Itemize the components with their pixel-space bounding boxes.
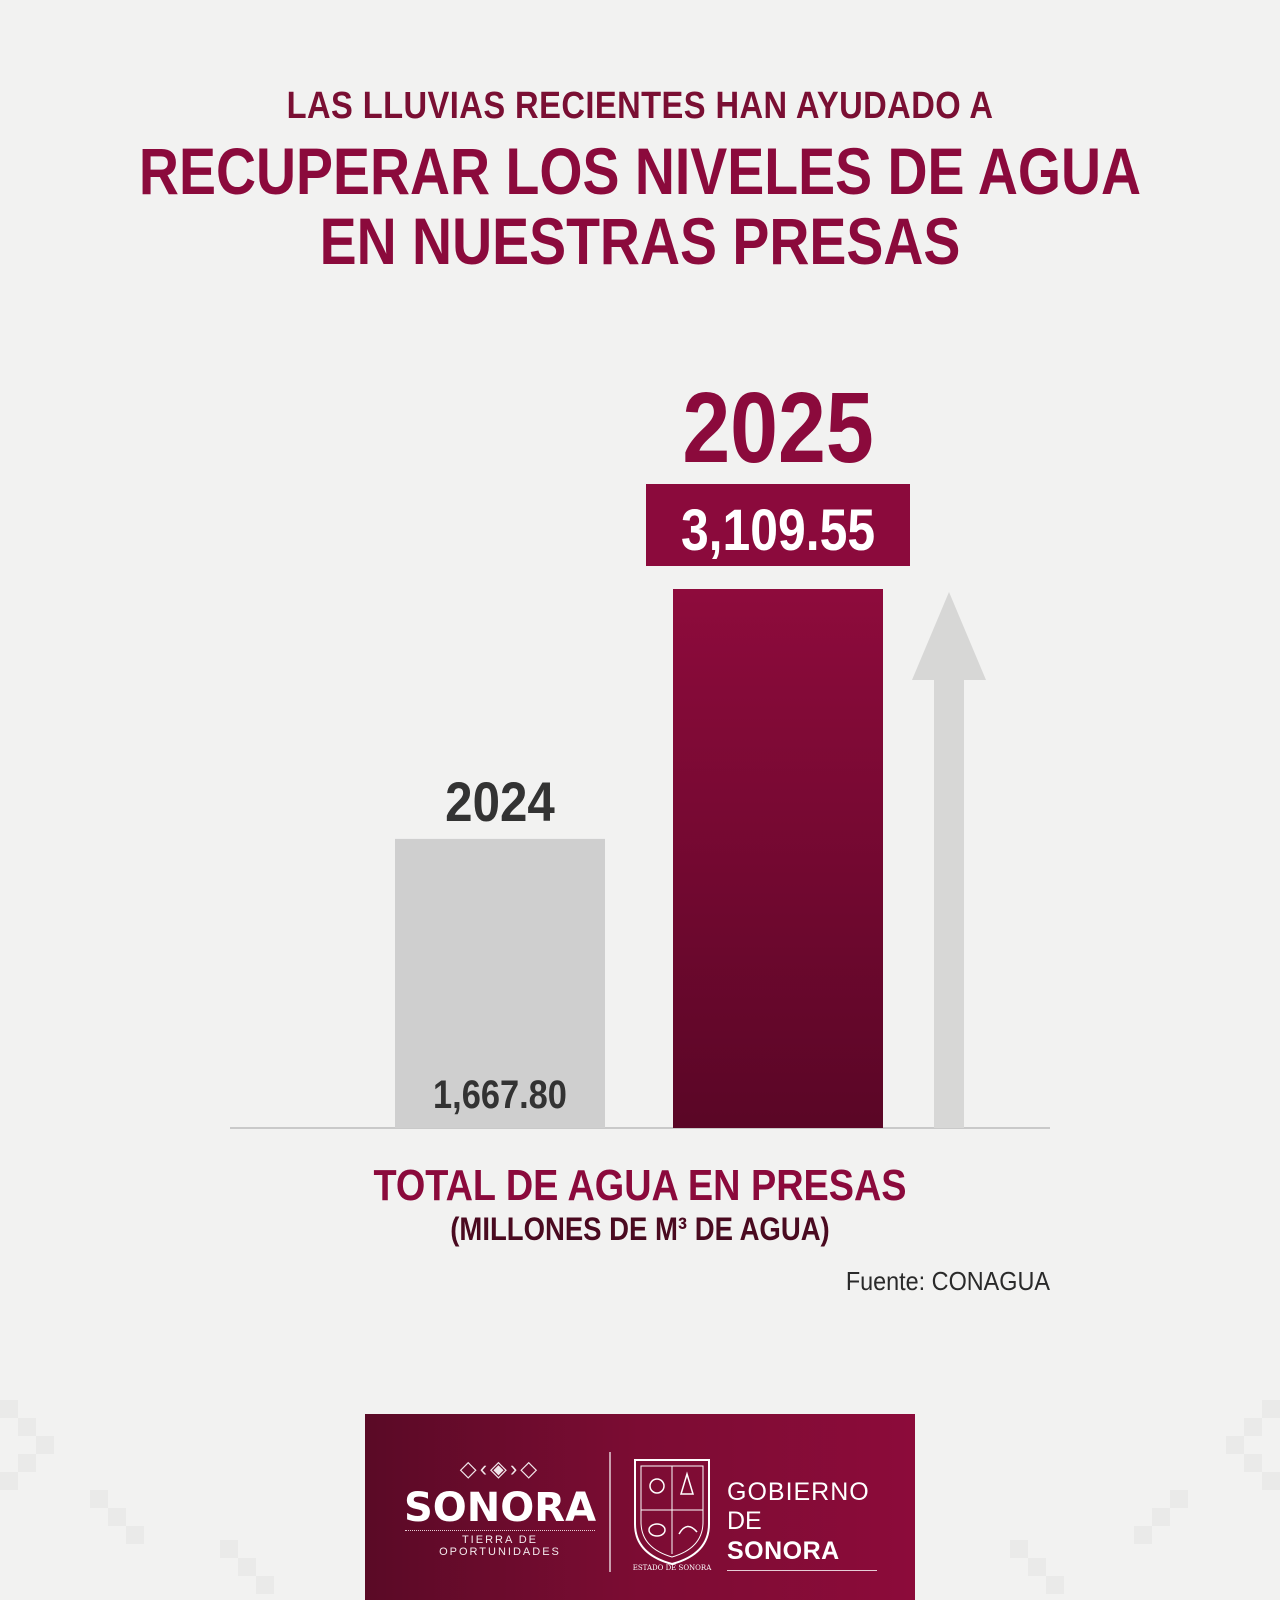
source-note: Fuente: CONAGUA — [845, 1266, 1050, 1296]
headline-line-3: EN NUESTRAS PRESAS — [319, 204, 961, 278]
gobierno-de-sonora-logo: GOBIERNO DE SONORA — [727, 1478, 897, 1571]
de-word: DE — [727, 1507, 762, 1535]
footer-divider — [609, 1452, 611, 1572]
sonora-logo-tagline: TIERRA DE OPORTUNIDADES — [405, 1530, 595, 1558]
seal-label: ESTADO DE SONORA — [632, 1564, 712, 1572]
headline-line-1: LAS LLUVIAS RECIENTES HAN AYUDADO A — [286, 85, 994, 127]
trend-arrow-head — [912, 592, 986, 680]
state-seal-icon — [634, 1459, 710, 1566]
value-label-2024: 1,667.80 — [433, 1072, 567, 1117]
value-label-2025: 3,109.55 — [681, 499, 875, 563]
headline-line-2: RECUPERAR LOS NIVELES DE AGUA — [138, 134, 1142, 208]
de-sonora-line: DE SONORA — [727, 1506, 877, 1571]
category-label-2025: 2025 — [682, 372, 873, 484]
background-pattern — [0, 1400, 1280, 1594]
trend-arrow-shaft — [934, 670, 964, 1128]
sonora-logo: ◇‹◈›◇ SONORA TIERRA DE OPORTUNIDADES — [395, 1456, 605, 1558]
x-axis-title: TOTAL DE AGUA EN PRESAS — [373, 1160, 906, 1209]
value-label-box-2025 — [646, 484, 910, 566]
category-label-2024: 2024 — [445, 771, 555, 834]
sonora-logo-glyphs: ◇‹◈›◇ — [459, 1456, 541, 1481]
sonora-logo-word: SONORA — [403, 1485, 597, 1531]
sonora-word: SONORA — [727, 1537, 840, 1565]
headline: LAS LLUVIAS RECIENTES HAN AYUDADO A RECU… — [0, 82, 1280, 276]
bar-2025 — [673, 589, 883, 1128]
x-axis-subtitle: (MILLONES DE M³ DE AGUA) — [450, 1212, 829, 1247]
bar-2024 — [395, 838, 605, 1128]
footer-banner: ◇‹◈›◇ SONORA TIERRA DE OPORTUNIDADES EST… — [365, 1414, 915, 1600]
gobierno-word: GOBIERNO — [727, 1478, 870, 1506]
